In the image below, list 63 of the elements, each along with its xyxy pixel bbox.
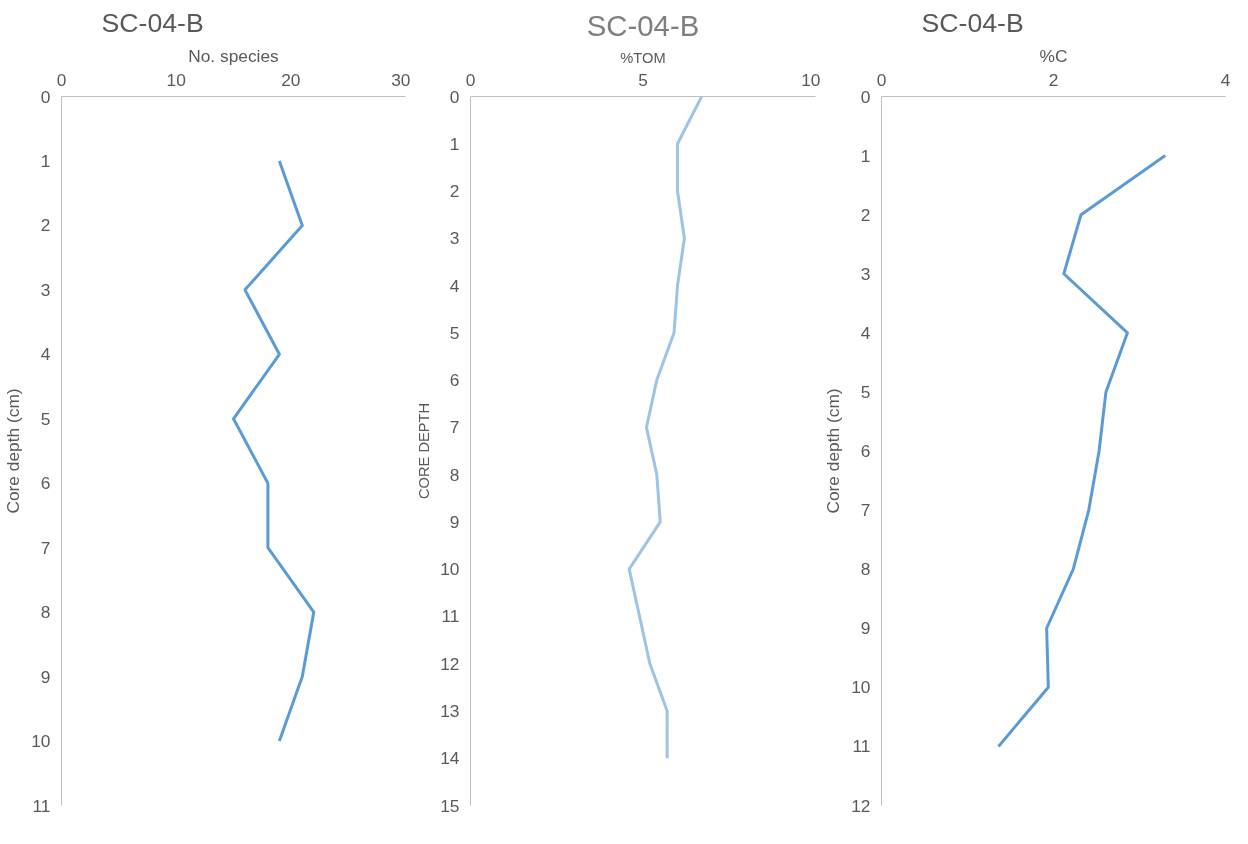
y-tick-label: 8 xyxy=(449,464,460,485)
y-tick-label: 4 xyxy=(449,275,460,296)
x-axis-title: %C xyxy=(1039,45,1068,66)
x-tick-label: 0 xyxy=(56,69,67,90)
y-tick-label: 6 xyxy=(449,370,460,391)
y-tick-label: 12 xyxy=(851,795,871,816)
y-tick-label: 7 xyxy=(860,500,871,521)
y-tick-label: 2 xyxy=(449,181,460,202)
y-tick-label: 7 xyxy=(40,537,51,558)
x-tick-label: 30 xyxy=(391,69,411,90)
y-tick-label: 4 xyxy=(40,344,51,365)
y-tick-label: 11 xyxy=(852,736,871,757)
line-series xyxy=(996,154,1167,748)
chart-title: SC-04-B xyxy=(921,7,1024,38)
y-tick-label: 3 xyxy=(449,228,460,249)
y-tick-label: 8 xyxy=(860,559,871,580)
y-tick-label: 0 xyxy=(40,86,51,107)
y-tick-label: 5 xyxy=(449,322,460,343)
x-tick-label: 2 xyxy=(1048,69,1059,90)
y-tick-label: 5 xyxy=(860,381,871,402)
y-tick-label: 6 xyxy=(860,441,871,461)
x-tick-label: 20 xyxy=(281,69,301,90)
x-tick-label: 0 xyxy=(465,69,476,90)
x-tick-label: 5 xyxy=(638,69,648,90)
y-tick-label: 9 xyxy=(449,511,460,532)
y-tick-label: 0 xyxy=(860,86,871,107)
y-tick-label: 15 xyxy=(440,795,460,816)
y-axis-title: CORE DEPTH xyxy=(416,402,433,500)
x-tick-label: 10 xyxy=(801,69,821,90)
x-axis-title: No. species xyxy=(188,45,280,66)
y-tick-label: 11 xyxy=(32,795,51,816)
y-tick-label: 3 xyxy=(40,279,51,300)
y-tick-label: 4 xyxy=(860,322,871,343)
y-tick-label: 8 xyxy=(40,602,51,623)
y-tick-label: 0 xyxy=(449,86,460,107)
y-tick-label: 10 xyxy=(31,731,51,752)
y-tick-label: 5 xyxy=(40,408,51,429)
y-tick-label: 1 xyxy=(860,145,871,166)
chart-title: SC-04-B xyxy=(101,7,204,38)
y-tick-label: 6 xyxy=(40,473,51,494)
y-tick-label: 10 xyxy=(851,677,871,698)
y-tick-label: 9 xyxy=(40,666,51,687)
y-tick-label: 13 xyxy=(440,700,460,721)
line-series xyxy=(232,159,316,743)
y-tick-label: 14 xyxy=(440,748,460,769)
y-tick-label: 9 xyxy=(860,618,871,639)
chart-title: SC-04-B xyxy=(586,8,700,42)
y-tick-label: 3 xyxy=(860,263,871,284)
x-axis-title: %TOM xyxy=(620,49,666,66)
y-tick-label: 7 xyxy=(449,417,460,438)
x-tick-label: 10 xyxy=(166,69,186,90)
y-tick-label: 10 xyxy=(440,559,460,580)
y-tick-label: 1 xyxy=(449,133,460,154)
y-tick-label: 12 xyxy=(440,653,460,674)
x-tick-label: 4 xyxy=(1220,69,1231,90)
y-tick-label: 2 xyxy=(40,215,51,236)
x-tick-label: 0 xyxy=(876,69,887,90)
y-axis-title: Core depth (cm) xyxy=(3,388,24,514)
line-series xyxy=(627,96,704,760)
y-tick-label: 1 xyxy=(40,150,51,171)
y-tick-label: 2 xyxy=(860,204,871,225)
y-axis-title: Core depth (cm) xyxy=(823,388,844,514)
y-tick-label: 11 xyxy=(441,606,460,627)
